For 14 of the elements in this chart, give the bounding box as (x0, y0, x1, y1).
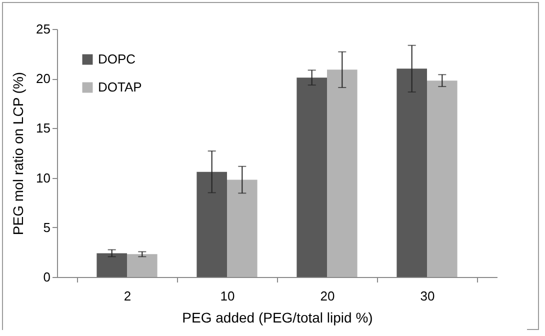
y-tick-label: 10 (36, 170, 50, 186)
legend-label: DOTAP (98, 80, 142, 94)
x-tick-label: 30 (420, 288, 435, 304)
y-tick-label: 25 (36, 22, 50, 36)
x-tick-label: 20 (320, 288, 335, 304)
legend-label: DOPC (98, 52, 136, 66)
y-tick-label: 5 (43, 220, 50, 235)
y-tick-label: 15 (36, 120, 50, 136)
x-tick-label: 10 (220, 288, 235, 304)
x-axis-title: PEG added (PEG/total lipid %) (182, 310, 373, 326)
x-tick-label: 2 (124, 288, 132, 304)
y-axis-title: PEG mol ratio on LCP (%) (10, 72, 26, 236)
y-tick-label: 20 (36, 71, 50, 86)
y-tick-label: 0 (43, 270, 50, 284)
